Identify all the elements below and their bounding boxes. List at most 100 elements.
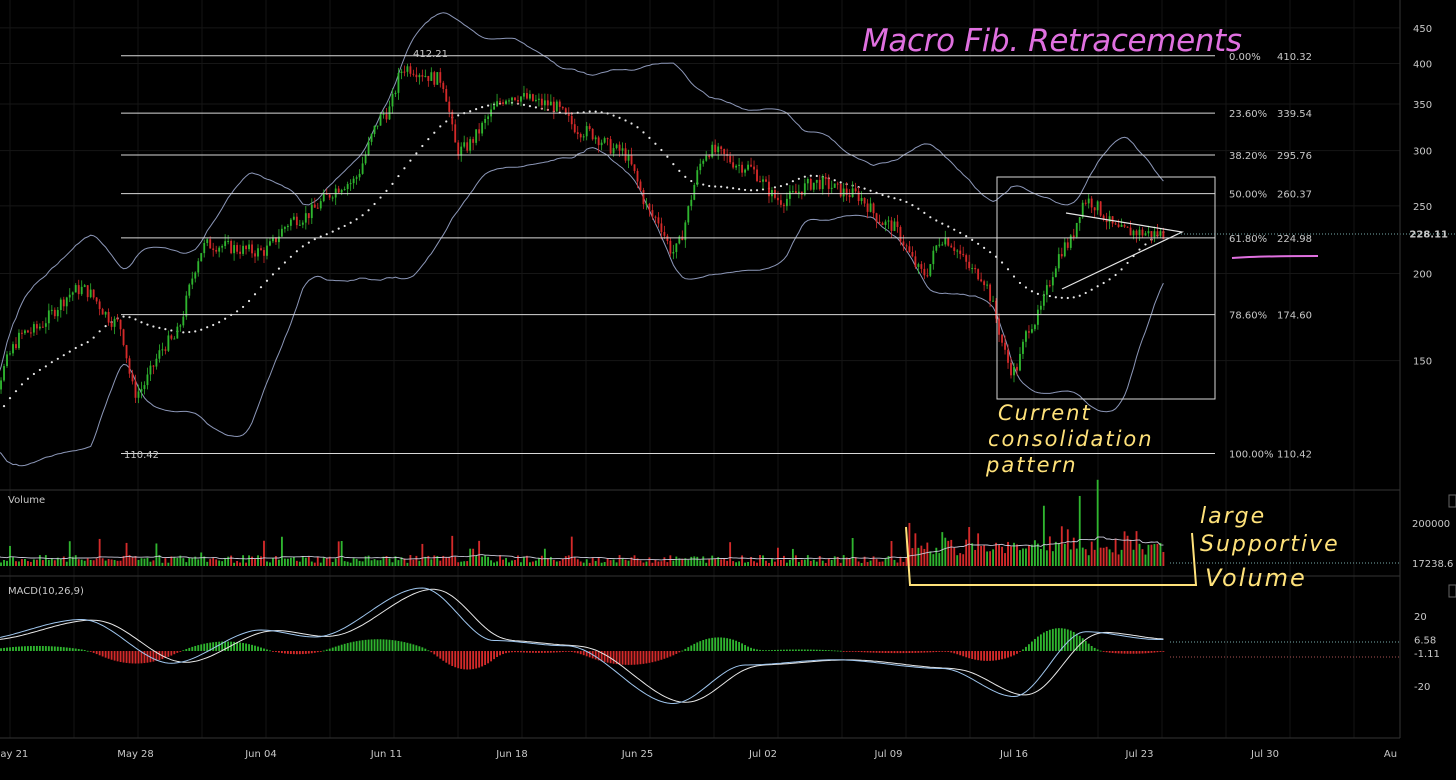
volume-bar xyxy=(337,541,340,566)
macd-histogram-bar xyxy=(788,649,791,651)
macd-histogram-bar xyxy=(179,651,182,652)
volume-bar xyxy=(245,562,247,566)
macd-histogram-bar xyxy=(863,651,866,653)
volume-bar xyxy=(478,540,481,566)
volume-bar xyxy=(908,522,911,566)
volume-bar xyxy=(3,560,5,566)
macd-histogram-bar xyxy=(1108,651,1111,653)
macd-histogram-bar xyxy=(62,647,65,651)
macd-histogram-bar xyxy=(65,647,68,651)
volume-bar xyxy=(1135,531,1138,566)
macd-histogram-bar xyxy=(517,651,519,653)
volume-bar xyxy=(289,557,292,566)
moving-average-dot xyxy=(839,181,842,184)
macd-histogram-bar xyxy=(1084,640,1087,651)
volume-bar xyxy=(418,560,421,566)
volume-bar xyxy=(1081,547,1084,566)
volume-bar xyxy=(143,558,146,566)
macd-panel-menu-button[interactable] xyxy=(1448,584,1456,598)
macd-histogram-bar xyxy=(83,650,86,651)
volume-bar xyxy=(322,556,325,566)
volume-bar xyxy=(744,562,746,566)
macd-histogram-bar xyxy=(824,650,827,651)
volume-bar xyxy=(803,559,806,566)
candle-body xyxy=(890,220,893,231)
macd-histogram-bar xyxy=(738,641,741,651)
moving-average-dot xyxy=(983,246,986,250)
macd-histogram-bar xyxy=(107,651,110,659)
macd-histogram-bar xyxy=(463,651,466,670)
volume-bar xyxy=(923,548,926,566)
volume-bar xyxy=(185,562,188,566)
volume-bar xyxy=(194,556,197,566)
macd-histogram-bar xyxy=(986,651,989,661)
candle-body xyxy=(600,142,603,146)
volume-bar xyxy=(376,560,379,566)
macd-histogram-bar xyxy=(929,651,932,653)
candle-body xyxy=(403,71,406,73)
candle-body xyxy=(938,244,941,246)
volume-bar xyxy=(549,556,552,566)
macd-histogram-bar xyxy=(794,649,797,651)
moving-average-dot xyxy=(1072,296,1075,299)
macd-histogram-bar xyxy=(1126,651,1129,654)
candle-body xyxy=(797,191,800,194)
volume-panel-menu-button[interactable] xyxy=(1448,494,1456,508)
macd-histogram-bar xyxy=(1001,651,1003,660)
moving-average-dot xyxy=(953,228,956,231)
moving-average-dot xyxy=(427,138,430,141)
macd-histogram-bar xyxy=(651,651,654,663)
candle-body xyxy=(854,188,857,192)
volume-bar xyxy=(564,556,567,566)
volume-bar xyxy=(343,561,346,566)
candle-body xyxy=(412,73,415,75)
candle-body xyxy=(576,132,579,135)
candle-body xyxy=(944,238,947,245)
candle-body xyxy=(400,71,403,73)
macd-histogram-bar xyxy=(827,650,830,651)
candle-body xyxy=(481,122,484,134)
candle-body xyxy=(29,332,32,334)
candle-body xyxy=(824,176,827,179)
candle-body xyxy=(788,191,791,199)
macd-histogram-bar xyxy=(340,644,343,651)
candle-body xyxy=(669,240,672,254)
macd-histogram-bar xyxy=(714,637,717,651)
volume-bar xyxy=(349,562,352,566)
moving-average-dot xyxy=(648,136,651,139)
candle-body xyxy=(803,183,806,195)
candle-body xyxy=(346,184,349,190)
current-price-label: 228.11 xyxy=(1409,230,1448,241)
macd-histogram-bar xyxy=(224,641,227,651)
volume-bar xyxy=(1138,543,1141,566)
candle-body xyxy=(531,94,534,101)
volume-bar xyxy=(137,559,140,566)
candle-body xyxy=(215,249,218,252)
volume-bar xyxy=(869,560,872,566)
macd-histogram-bar xyxy=(1036,636,1039,651)
candle-body xyxy=(478,129,481,134)
macd-histogram-bar xyxy=(836,650,839,652)
volume-bar xyxy=(149,561,152,566)
macd-histogram-bar xyxy=(687,647,690,651)
macd-histogram-bar xyxy=(753,648,755,651)
macd-histogram-bar xyxy=(663,651,666,659)
macd-histogram-bar xyxy=(206,643,209,651)
moving-average-dot xyxy=(965,235,968,238)
fib-level-percent: 0.00% xyxy=(1229,52,1261,63)
moving-average-dot xyxy=(26,377,30,380)
macd-histogram-bar xyxy=(194,645,197,651)
macd-histogram-bar xyxy=(543,651,546,653)
candle-body xyxy=(457,142,460,156)
candle-body xyxy=(260,248,262,251)
candle-body xyxy=(699,163,702,171)
moving-average-dot xyxy=(785,183,789,186)
volume-bar xyxy=(729,542,732,566)
candle-body xyxy=(1010,362,1012,376)
volume-bar xyxy=(59,558,62,566)
macd-histogram-bar xyxy=(603,651,606,662)
candle-body xyxy=(508,100,510,102)
volume-bar xyxy=(603,562,606,566)
vertical-gridlines xyxy=(9,0,1355,738)
